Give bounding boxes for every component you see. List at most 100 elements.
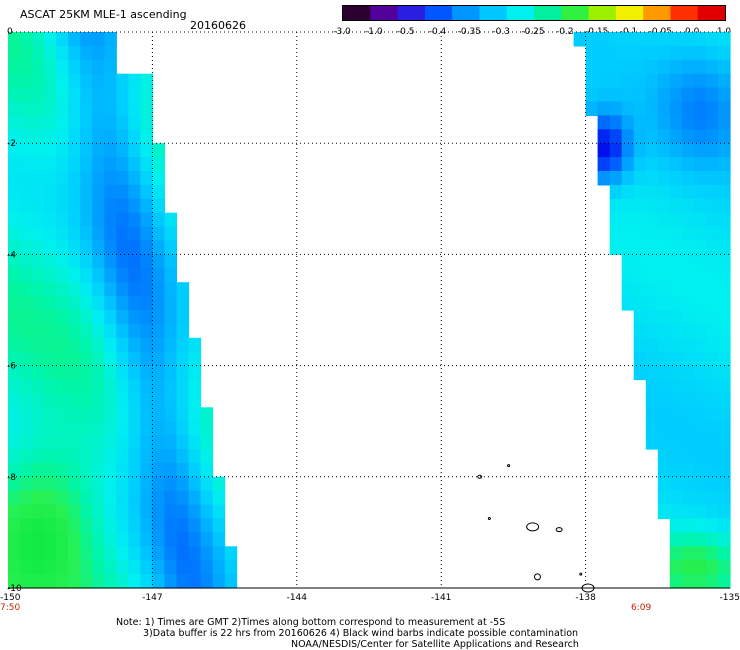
swath-cell [92, 157, 105, 172]
swath-cell [693, 32, 707, 47]
swath-cell [681, 532, 695, 547]
swath-cell [705, 462, 719, 478]
swath-cell [645, 268, 659, 283]
swath-cell [20, 393, 33, 408]
swath-cell [657, 504, 671, 520]
swath-cell [718, 407, 731, 422]
swath-cell [621, 212, 635, 228]
swath-cell [693, 476, 707, 492]
swath-cell [68, 532, 81, 547]
swath-cell [188, 351, 202, 367]
swath-cell [20, 490, 33, 506]
swath-cell [669, 351, 683, 367]
swath-cell [718, 157, 731, 172]
swath-cell [8, 198, 21, 214]
swath-cell [669, 379, 683, 394]
swath-cell [152, 337, 165, 353]
swath-cell [80, 129, 93, 144]
color-scale-tick-label: -0.3 [492, 27, 510, 37]
swath-cell [20, 143, 33, 158]
swath-cell [718, 560, 731, 575]
x-tick-label: -135 [720, 593, 740, 603]
swath-cell [669, 323, 683, 339]
swath-cell [80, 32, 93, 47]
swath-cell [20, 171, 33, 186]
swath-cell [200, 407, 214, 422]
swath-cell [56, 282, 69, 297]
island-outline [555, 527, 563, 533]
swath-cell [116, 323, 129, 339]
swath-cell [44, 226, 57, 242]
swath-cell [104, 115, 117, 130]
swath-cell [633, 296, 647, 311]
swath-cell [176, 449, 190, 464]
swath-cell [705, 240, 719, 255]
swath-cell [681, 268, 695, 283]
swath-cell [44, 365, 57, 381]
swath-cell [56, 504, 69, 520]
swath-cell [8, 310, 21, 325]
swath-cell [669, 59, 683, 75]
swath-cell [200, 546, 214, 561]
swath-cell [20, 351, 33, 367]
swath-cell [8, 323, 21, 339]
swath-cell [657, 337, 671, 353]
swath-cell [104, 462, 117, 478]
swath-cell [681, 129, 695, 144]
swath-cell [212, 574, 226, 589]
swath-cell [705, 212, 719, 228]
swath-cell [152, 226, 165, 242]
swath-cell [669, 282, 683, 297]
swath-cell [44, 518, 57, 533]
swath-cell [32, 323, 45, 339]
swath-cell [164, 435, 177, 450]
swath-cell [56, 171, 69, 186]
swath-cell [669, 115, 683, 130]
swath-cell [657, 32, 671, 47]
swath-cell [32, 226, 45, 242]
swath-cell [164, 504, 177, 520]
swath-cell [92, 226, 105, 242]
swath-cell [681, 198, 695, 214]
swath-cell [44, 435, 57, 450]
swath-cell [152, 518, 165, 533]
swath-cell [44, 296, 57, 311]
swath-cell [104, 73, 117, 89]
swath-cell [56, 351, 69, 367]
swath-cell [104, 32, 117, 47]
swath-cell [705, 393, 719, 408]
swath-cell [44, 32, 57, 47]
swath-cell [68, 212, 81, 228]
swath-cell [104, 449, 117, 464]
swath-cell [56, 129, 69, 144]
swath-cell [609, 73, 623, 89]
swath-cell [212, 504, 226, 520]
swath-cell [128, 129, 141, 144]
swath-cell [669, 518, 683, 533]
swath-cell [718, 365, 731, 381]
swath-cell [669, 393, 683, 408]
swath-cell [32, 574, 45, 589]
swath-cell [657, 490, 671, 506]
swath-cell [20, 365, 33, 381]
swath-cell [116, 393, 129, 408]
swath-cell [718, 268, 731, 283]
swath-cell [152, 407, 165, 422]
swath-cell [116, 574, 129, 589]
swath-cell [164, 490, 177, 506]
swath-cell [128, 574, 141, 589]
swath-cell [188, 462, 202, 478]
swath-cell [693, 546, 707, 561]
swath-cell [80, 87, 93, 103]
swath-cell [681, 337, 695, 353]
swath-cell [8, 171, 21, 186]
swath-cell [152, 254, 165, 269]
swath-cell [140, 254, 153, 269]
swath-cell [200, 449, 214, 464]
swath-cell [128, 518, 141, 533]
island-outline [526, 522, 540, 532]
swath-cell [128, 296, 141, 311]
swath-cell [176, 546, 190, 561]
swath-cell [8, 462, 21, 478]
swath-cell [8, 212, 21, 228]
